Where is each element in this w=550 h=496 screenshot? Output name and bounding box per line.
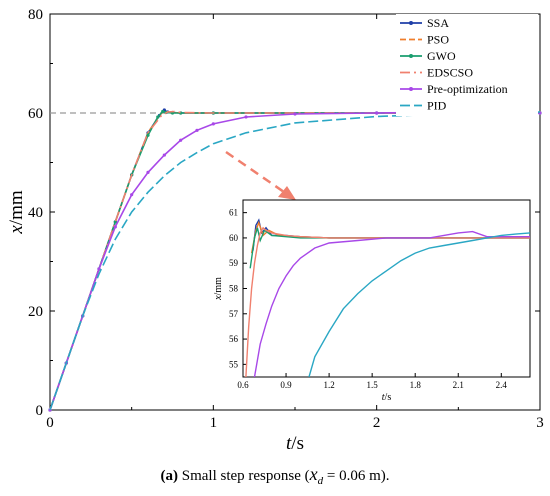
inset-x-tick-label: 0.6 — [237, 380, 249, 390]
series-point-GWO — [161, 109, 165, 114]
series-point-Pre-optimization — [375, 111, 379, 115]
inset-x-tick-label: 1.8 — [410, 380, 422, 390]
inset-y-tick-label: 58 — [229, 284, 239, 294]
inset-y-tick-label: 59 — [229, 258, 239, 268]
legend-marker-Pre-optimization — [409, 87, 413, 91]
inset-y-tick-label: 61 — [229, 208, 238, 218]
zoom-arrow-head — [278, 186, 296, 200]
zoom-arrow-shaft — [225, 150, 285, 194]
series-line-PID — [49, 111, 541, 411]
inset-y-tick-label: 57 — [229, 309, 239, 319]
legend-label-PID: PID — [427, 99, 447, 113]
series-line-Pre-optimization — [49, 111, 541, 411]
inset-y-tick-label: 60 — [229, 233, 239, 243]
legend-marker-SSA — [409, 21, 413, 25]
caption-tag: (a) — [160, 468, 178, 484]
y-axis-label: x/mm — [6, 190, 27, 234]
legend-label-EDSCSO: EDSCSO — [427, 66, 473, 80]
series-point-Pre-optimization — [195, 128, 199, 132]
legend-label-GWO: GWO — [427, 49, 456, 63]
y-tick-label: 20 — [28, 304, 43, 320]
inset-y-tick-label: 55 — [229, 359, 239, 369]
series-point-GWO — [146, 133, 150, 137]
x-tick-label: 2 — [373, 415, 381, 431]
figure-caption: (a) Small step response (xd = 0.06 m). — [0, 464, 550, 487]
series-point-Pre-optimization — [179, 138, 183, 142]
y-tick-label: 0 — [36, 403, 44, 419]
chart-svg: 0 1 2 3 0 20 40 60 80 t/s x/mm SSA PSO GWO EDSCSO Pre-o… — [6, 7, 544, 454]
inset-series-line-Pre-optimization — [253, 230, 530, 377]
legend-marker-GWO — [409, 54, 413, 58]
legend-label-SSA: SSA — [427, 16, 449, 30]
legend-label-PSO: PSO — [427, 33, 449, 47]
series-point-Pre-optimization — [146, 170, 150, 174]
inset-y-axis-label: x/mm — [213, 277, 224, 301]
inset-x-tick-label: 1.2 — [323, 380, 334, 390]
legend-label-Pre-optimization: Pre-optimization — [427, 82, 508, 96]
inset-frame — [242, 199, 531, 378]
series-point-Pre-optimization — [97, 267, 101, 271]
series-point-Pre-optimization — [130, 193, 134, 197]
series-point-Pre-optimization — [113, 225, 117, 229]
y-tick-label: 80 — [28, 7, 43, 23]
series-point-Pre-optimization — [293, 112, 297, 116]
caption-text-after: = 0.06 m). — [323, 468, 390, 484]
legend-box — [396, 14, 538, 116]
y-tick-label: 40 — [28, 205, 43, 221]
inset-series-line-PID — [308, 232, 530, 377]
inset-x-tick-label: 2.1 — [453, 380, 464, 390]
inset-series-line-EDSCSO — [245, 226, 530, 377]
series-point-Pre-optimization — [211, 122, 215, 126]
x-tick-label: 0 — [46, 415, 54, 431]
x-tick-label: 1 — [210, 415, 218, 431]
caption-sub: d — [317, 475, 324, 487]
caption-var: x — [309, 464, 318, 484]
inset-x-tick-label: 0.9 — [280, 380, 292, 390]
inset-series-group — [245, 218, 530, 377]
series-point-Pre-optimization — [162, 153, 166, 157]
x-axis-label: t/s — [286, 433, 304, 454]
inset-y-tick-label: 56 — [229, 334, 239, 344]
series-point-GWO — [156, 115, 160, 119]
caption-text-before: Small step response ( — [177, 468, 310, 484]
inset-x-axis-label: t/s — [382, 392, 392, 403]
series-point-Pre-optimization — [244, 115, 248, 119]
x-tick-label: 3 — [536, 415, 544, 431]
y-tick-label: 60 — [28, 106, 43, 122]
inset-x-tick-label: 2.4 — [496, 380, 508, 390]
inset-x-tick-label: 1.5 — [367, 380, 379, 390]
